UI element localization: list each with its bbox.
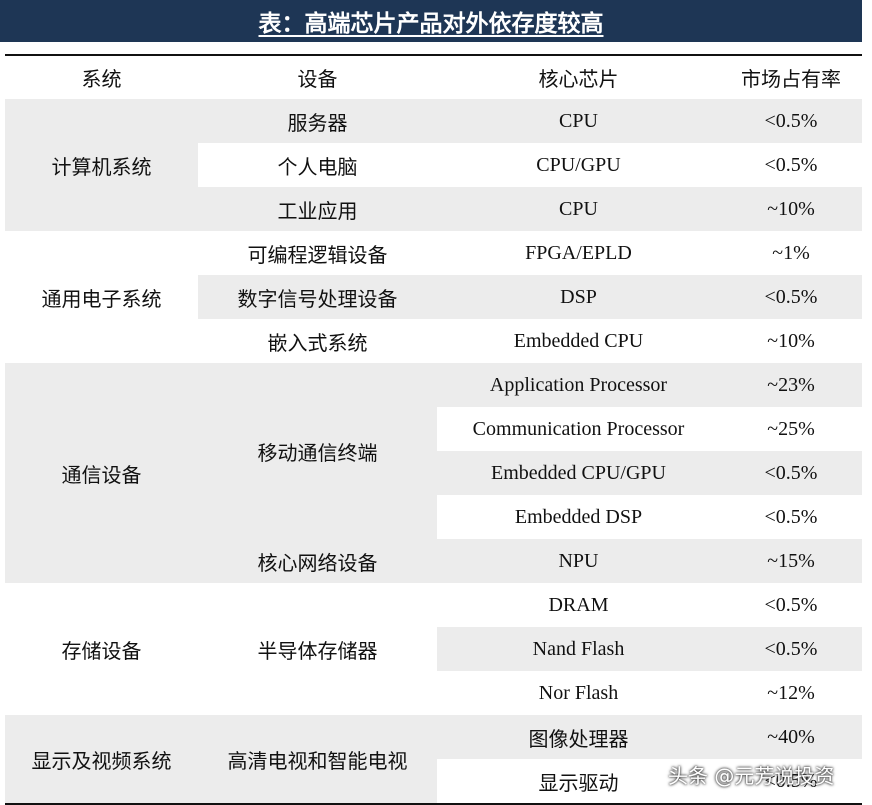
share-cell: <0.5%: [720, 627, 862, 671]
device-cell: 工业应用: [198, 187, 437, 231]
system-cell: 通信设备: [5, 363, 198, 583]
table-row: 嵌入式系统 Embedded CPU ~10%: [5, 319, 862, 363]
table: 系统 设备 核心芯片 市场占有率 计算机系统 服务器 CPU <0.5% 个人电脑 CPU…: [5, 54, 862, 805]
chip-cell: Nor Flash: [437, 671, 720, 715]
chip-cell: CPU: [437, 187, 720, 231]
header-row: 系统 设备 核心芯片 市场占有率: [5, 55, 862, 99]
header-cell: 设备: [198, 55, 437, 99]
table-row: Embedded DSP <0.5%: [5, 495, 862, 539]
table-row: 显示及视频系统 高清电视和智能电视 图像处理器 ~40%: [5, 715, 862, 804]
share-cell: ~15%: [720, 539, 862, 583]
device-cell: 移动通信终端: [198, 363, 437, 539]
share-cell: <0.5%: [720, 495, 862, 539]
chip-cell: 图像处理器: [437, 715, 720, 759]
system-cell: 存储设备: [5, 583, 198, 715]
device-cell: 半导体存储器: [198, 583, 437, 715]
table-row: 存储设备 半导体存储器 DRAM <0.5%: [5, 583, 862, 715]
share-cell: ~10%: [720, 187, 862, 231]
table-row: Embedded CPU/GPU <0.5%: [5, 451, 862, 495]
table-row: 通用电子系统 可编程逻辑设备 FPGA/EPLD ~1%: [5, 231, 862, 363]
chip-cell: DRAM: [437, 583, 720, 627]
share-cell: <0.5%: [720, 275, 862, 319]
table-row: 个人电脑 CPU/GPU <0.5%: [5, 143, 862, 187]
device-cell: 高清电视和智能电视: [198, 715, 437, 804]
device-cell: 个人电脑: [198, 143, 437, 187]
title-bar: 表：高端芯片产品对外依存度较高: [0, 0, 862, 42]
header-cell: 市场占有率: [720, 55, 862, 99]
share-cell: ~10%: [720, 319, 862, 363]
system-cell: 通用电子系统: [5, 231, 198, 363]
table-row: 显示驱动 <0.5%: [5, 759, 862, 804]
share-cell: ~40%: [720, 715, 862, 759]
chip-cell: DSP: [437, 275, 720, 319]
title: 表：高端芯片产品对外依存度较高: [258, 11, 604, 37]
table-row: Communication Processor ~25%: [5, 407, 862, 451]
table-row: 数字信号处理设备 DSP <0.5%: [5, 275, 862, 319]
chip-cell: NPU: [437, 539, 720, 583]
chip-cell: Embedded CPU/GPU: [437, 451, 720, 495]
table-row: Nand Flash <0.5%: [5, 627, 862, 671]
table-row: 计算机系统 服务器 CPU <0.5%: [5, 99, 862, 231]
device-cell: 核心网络设备: [198, 539, 437, 583]
chip-cell: 显示驱动: [437, 759, 720, 804]
table-row: 工业应用 CPU ~10%: [5, 187, 862, 231]
chip-cell: CPU/GPU: [437, 143, 720, 187]
device-cell: 服务器: [198, 99, 437, 143]
chip-cell: Embedded CPU: [437, 319, 720, 363]
header-cell: 系统: [5, 55, 198, 99]
share-cell: ~23%: [720, 363, 862, 407]
chip-cell: Nand Flash: [437, 627, 720, 671]
share-cell: <0.5%: [720, 99, 862, 143]
system-cell: 计算机系统: [5, 99, 198, 231]
chip-cell: Embedded DSP: [437, 495, 720, 539]
share-cell: ~12%: [720, 671, 862, 715]
system-cell: 显示及视频系统: [5, 715, 198, 804]
table-row: 通信设备 移动通信终端 Application Processor ~23%: [5, 363, 862, 583]
share-cell: <0.5%: [720, 143, 862, 187]
chip-cell: Application Processor: [437, 363, 720, 407]
chip-cell: CPU: [437, 99, 720, 143]
device-cell: 数字信号处理设备: [198, 275, 437, 319]
table-row: Nor Flash ~12%: [5, 671, 862, 715]
share-cell: <0.5%: [720, 583, 862, 627]
device-cell: 嵌入式系统: [198, 319, 437, 363]
chip-cell: Communication Processor: [437, 407, 720, 451]
header-cell: 核心芯片: [437, 55, 720, 99]
chip-cell: FPGA/EPLD: [437, 231, 720, 275]
share-cell: ~1%: [720, 231, 862, 275]
share-cell: ~25%: [720, 407, 862, 451]
share-cell: <0.5%: [720, 451, 862, 495]
watermark: 头条 @元芳说投资: [668, 764, 835, 788]
share-cell: <0.5%: [720, 759, 862, 804]
table-row: 核心网络设备 NPU ~15%: [5, 539, 862, 583]
device-cell: 可编程逻辑设备: [198, 231, 437, 275]
